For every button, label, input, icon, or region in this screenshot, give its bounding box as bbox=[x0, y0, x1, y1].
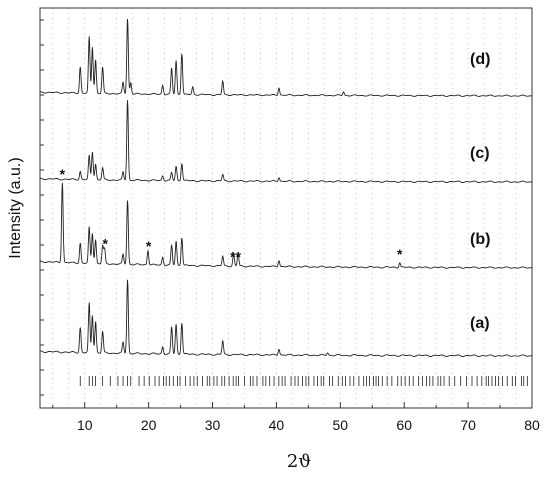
series-line bbox=[39, 100, 532, 183]
peak-asterisk: * bbox=[60, 166, 66, 182]
x-tick-label: 60 bbox=[396, 417, 412, 433]
x-tick-label: 10 bbox=[77, 417, 93, 433]
series-label: (b) bbox=[470, 231, 490, 248]
peak-asterisk: * bbox=[102, 236, 108, 252]
y-axis-label: Intensity (a.u.) bbox=[7, 157, 24, 258]
peak-asterisk: * bbox=[397, 246, 403, 262]
x-axis-label: 2ϑ bbox=[287, 451, 311, 472]
peak-annotations: ** *** * bbox=[60, 166, 403, 264]
series-label: (c) bbox=[470, 145, 490, 162]
x-tick-label: 50 bbox=[333, 417, 349, 433]
peak-asterisk: ** bbox=[230, 248, 241, 264]
series-line bbox=[40, 279, 533, 357]
x-tick-label: 80 bbox=[524, 417, 540, 433]
series-label: (a) bbox=[470, 315, 490, 332]
plot-frame bbox=[39, 7, 533, 409]
x-tick-label: 40 bbox=[269, 417, 285, 433]
grid-lines bbox=[52, 8, 517, 408]
x-axis: 10 20 30 40 50 60 70 80 bbox=[40, 19, 540, 433]
series-lines bbox=[39, 18, 533, 357]
series-labels: (d) (c) (b) (a) bbox=[470, 51, 490, 332]
series-line bbox=[40, 182, 533, 269]
x-tick-label: 30 bbox=[205, 417, 221, 433]
x-tick-label: 70 bbox=[460, 417, 476, 433]
series-line bbox=[40, 18, 533, 97]
peak-asterisk: * bbox=[146, 238, 152, 254]
series-label: (d) bbox=[470, 51, 490, 68]
reference-ticks bbox=[79, 376, 528, 386]
x-tick-label: 20 bbox=[141, 417, 157, 433]
